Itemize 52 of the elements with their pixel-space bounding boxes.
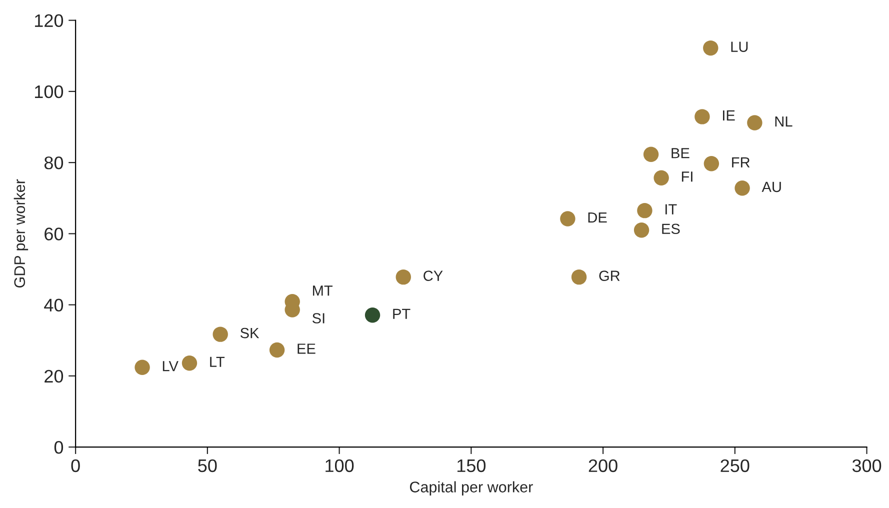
point <box>571 269 587 285</box>
point <box>654 170 669 186</box>
annotation: LU <box>731 42 748 52</box>
annotation: AU <box>762 182 781 192</box>
annotation: DE <box>588 212 607 223</box>
annotation: PT <box>393 308 410 319</box>
annotation: FI <box>682 172 692 182</box>
x-tick-label: 300 <box>852 459 882 472</box>
annotation: SI <box>312 313 324 324</box>
point <box>212 326 228 342</box>
annotation: FR <box>732 157 750 168</box>
annotation: ES <box>662 224 680 234</box>
annotation: SK <box>240 328 260 338</box>
point <box>694 109 710 124</box>
y-tick-label: 120 <box>35 14 64 28</box>
x-tick-label: 50 <box>198 459 217 472</box>
y-tick-label: 40 <box>44 298 64 312</box>
annotation: MT <box>312 286 333 296</box>
annotation: IT <box>666 204 677 214</box>
annotation: CY <box>424 270 443 281</box>
annotation: IE <box>722 110 735 120</box>
annotation: NL <box>775 116 792 127</box>
x-tick-label: 200 <box>588 459 618 472</box>
y-tick-label: 80 <box>44 156 64 170</box>
x-tick-label: 0 <box>71 459 80 472</box>
point <box>703 40 718 56</box>
x-tick-label: 100 <box>326 459 354 472</box>
point <box>134 360 150 375</box>
point <box>364 308 380 323</box>
annotation: BE <box>672 148 690 158</box>
point <box>637 202 652 218</box>
annotation: EE <box>298 344 316 354</box>
point <box>560 211 576 226</box>
point <box>704 156 720 172</box>
annotation: GR <box>599 270 620 281</box>
annotation: LV <box>162 361 178 372</box>
point <box>182 356 198 371</box>
x-axis-title: Capital per worker <box>410 481 533 496</box>
point <box>269 342 285 358</box>
y-tick-label: 0 <box>54 440 64 454</box>
y-tick-label: 60 <box>44 228 64 240</box>
point <box>747 115 762 130</box>
annotation: LT <box>210 356 225 367</box>
point <box>634 222 650 238</box>
y-axis-title: GDP per worker <box>14 179 28 288</box>
x-tick-label: 150 <box>457 459 486 472</box>
y-tick-label: 100 <box>35 85 64 98</box>
y-tick-label: 20 <box>44 370 64 383</box>
point <box>734 180 750 196</box>
point <box>643 146 659 162</box>
point <box>396 269 411 285</box>
x-tick-label: 250 <box>720 459 750 472</box>
